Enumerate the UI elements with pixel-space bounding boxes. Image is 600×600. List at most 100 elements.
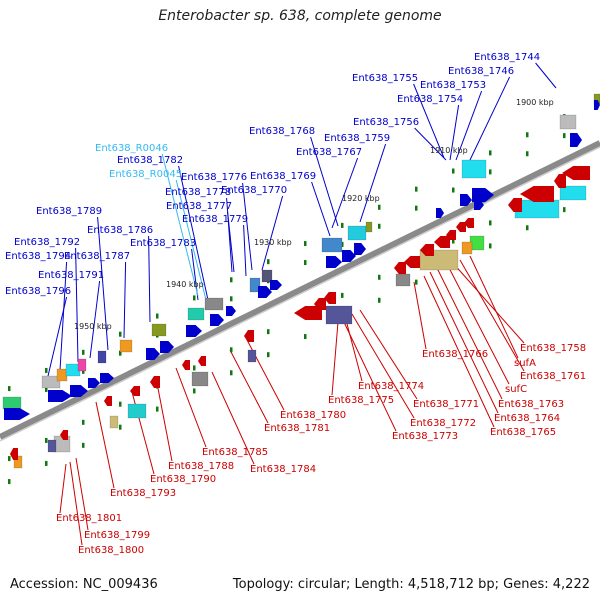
gene-box bbox=[461, 241, 473, 255]
gene-box bbox=[191, 371, 209, 387]
forward-gene-label: Ent638_1796 bbox=[5, 286, 72, 297]
forward-gene-label: Ent638_1746 bbox=[448, 66, 515, 77]
map-title: Enterobacter sp. 638, complete genome bbox=[158, 8, 442, 24]
accession-text: Accession: NC_009436 bbox=[10, 577, 158, 592]
reverse-gene-leader-line bbox=[423, 275, 495, 428]
forward-gene-arrow bbox=[342, 250, 356, 262]
reverse-gene-leader-line bbox=[245, 337, 285, 411]
forward-gene-leader-line bbox=[449, 104, 460, 161]
inner-forward-tick bbox=[452, 168, 455, 174]
reverse-gene-arrow bbox=[314, 298, 326, 310]
inner-forward-tick bbox=[230, 277, 233, 283]
reverse-gene-arrow bbox=[554, 174, 566, 188]
reverse-gene-arrow bbox=[198, 356, 206, 366]
gene-box bbox=[249, 277, 261, 293]
forward-gene-leader-line bbox=[455, 90, 483, 161]
forward-gene-arrow bbox=[258, 286, 272, 298]
forward-gene-arrow bbox=[70, 385, 88, 397]
forward-gene-leader-line bbox=[89, 280, 101, 359]
outer-forward-tick bbox=[489, 169, 492, 175]
genome-backbone-highlight bbox=[0, 146, 600, 442]
reverse-gene-leader-line bbox=[75, 457, 89, 531]
reverse-gene-label: Ent638_1788 bbox=[168, 461, 235, 472]
inner-forward-tick bbox=[45, 367, 48, 373]
reverse-gene-label: Ent638_1800 bbox=[78, 545, 145, 556]
reverse-gene-leader-line bbox=[459, 259, 525, 372]
forward-gene-label: Ent638_1754 bbox=[397, 94, 464, 105]
forward-gene-arrow bbox=[4, 408, 30, 420]
inner-forward-tick bbox=[341, 222, 344, 228]
reverse-gene-leader-line bbox=[445, 261, 510, 385]
inner-reverse-tick bbox=[45, 437, 48, 443]
forward-gene-label: Ent638_1769 bbox=[250, 171, 317, 182]
reverse-gene-arrow bbox=[150, 376, 160, 388]
kbp-scale-label: 1940 kbp bbox=[166, 280, 204, 289]
forward-gene-label: Ent638_1776 bbox=[181, 172, 248, 183]
outer-forward-tick bbox=[415, 205, 418, 211]
kbp-scale-label: 1900 kbp bbox=[516, 98, 554, 107]
gene-box bbox=[47, 439, 57, 453]
reverse-gene-label: Ent638_1780 bbox=[280, 410, 347, 421]
reverse-gene-arrow bbox=[60, 430, 68, 440]
reverse-gene-arrow bbox=[182, 360, 190, 370]
reverse-gene-label: Ent638_1772 bbox=[410, 418, 477, 429]
rna-gene-label: Ent638_R0045 bbox=[109, 169, 183, 180]
forward-gene-arrow bbox=[160, 341, 174, 353]
forward-gene-leader-line bbox=[414, 127, 447, 161]
rna-gene-label: Ent638_R0046 bbox=[95, 143, 169, 154]
outer-reverse-tick bbox=[563, 207, 566, 213]
forward-gene-label: Ent638_1744 bbox=[474, 52, 541, 63]
inner-forward-tick bbox=[82, 349, 85, 355]
outer-forward-tick bbox=[341, 241, 344, 247]
outer-reverse-tick bbox=[378, 297, 381, 303]
reverse-gene-leader-line bbox=[155, 377, 173, 462]
forward-gene-leader-line bbox=[226, 197, 233, 273]
forward-gene-arrow bbox=[270, 280, 282, 290]
reverse-gene-label: Ent638_1761 bbox=[520, 371, 587, 382]
inner-reverse-tick bbox=[378, 274, 381, 280]
kbp-scale-label: 1930 kbp bbox=[254, 238, 292, 247]
kbp-scale-label: 1950 kbp bbox=[74, 322, 112, 331]
outer-forward-tick bbox=[304, 260, 307, 266]
reverse-gene-arrow bbox=[434, 236, 450, 248]
rna-gene-leader-line bbox=[175, 179, 207, 301]
reverse-gene-leader-line bbox=[429, 271, 499, 414]
forward-gene-leader-line bbox=[148, 235, 151, 323]
reverse-gene-label: Ent638_1785 bbox=[202, 447, 269, 458]
forward-gene-arrow bbox=[210, 314, 224, 326]
forward-gene-arrow bbox=[226, 306, 236, 316]
reverse-gene-label: Ent638_1784 bbox=[250, 464, 317, 475]
forward-gene-arrow bbox=[474, 200, 484, 210]
reverse-gene-leader-line bbox=[413, 281, 427, 350]
reverse-gene-leader-line bbox=[351, 313, 415, 419]
forward-gene-arrow bbox=[88, 378, 100, 388]
reverse-gene-label: Ent638_1773 bbox=[392, 431, 459, 442]
reverse-gene-leader-line bbox=[211, 371, 255, 465]
reverse-gene-leader-line bbox=[331, 321, 339, 396]
reverse-gene-label: Ent638_1758 bbox=[520, 343, 587, 354]
gene-box bbox=[119, 339, 133, 353]
inner-forward-tick bbox=[489, 150, 492, 156]
gene-box bbox=[109, 415, 119, 429]
inner-reverse-tick bbox=[267, 329, 270, 335]
inner-forward-tick bbox=[267, 259, 270, 265]
reverse-gene-arrow bbox=[10, 448, 18, 460]
reverse-gene-leader-line bbox=[69, 461, 83, 546]
forward-gene-label: Ent638_1759 bbox=[324, 133, 391, 144]
reverse-gene-label: sufA bbox=[514, 358, 536, 369]
kbp-scale-label: 1910 kbp bbox=[430, 146, 468, 155]
forward-gene-leader-line bbox=[359, 143, 387, 223]
forward-gene-arrow bbox=[436, 208, 444, 218]
reverse-gene-label: Ent638_1775 bbox=[328, 395, 395, 406]
reverse-gene-leader-line bbox=[359, 309, 418, 400]
forward-gene-label: Ent638_1789 bbox=[36, 206, 103, 217]
outer-forward-tick bbox=[563, 133, 566, 139]
forward-gene-leader-line bbox=[59, 261, 68, 371]
outer-reverse-tick bbox=[45, 460, 48, 466]
forward-gene-label: Ent638_1779 bbox=[182, 214, 249, 225]
reverse-gene-leader-line bbox=[345, 319, 363, 382]
forward-gene-leader-line bbox=[242, 182, 253, 271]
reverse-gene-arrow bbox=[404, 256, 420, 268]
reverse-gene-leader-line bbox=[451, 261, 525, 344]
gene-box bbox=[204, 297, 224, 311]
